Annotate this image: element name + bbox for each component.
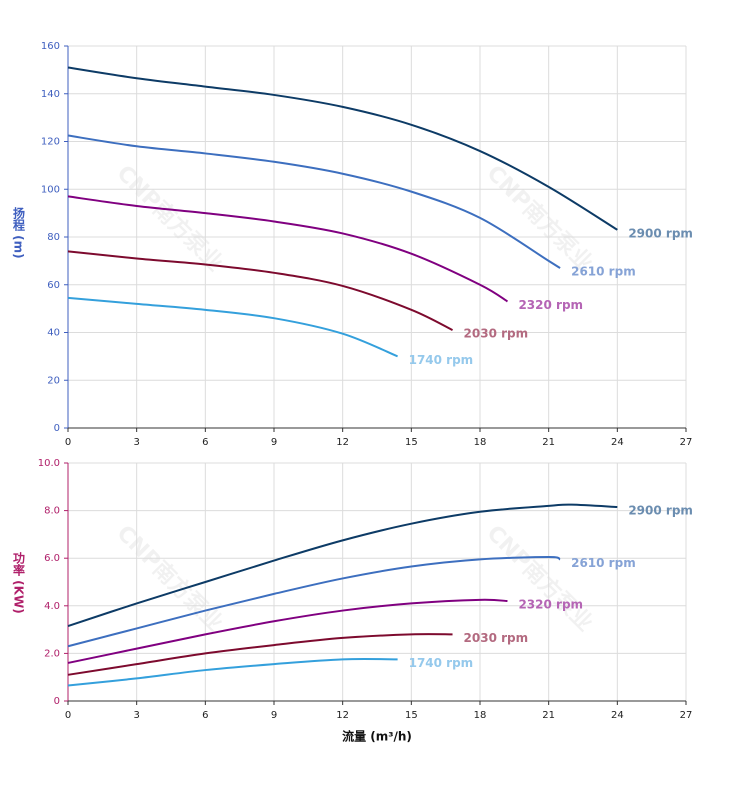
x-tick-label: 0 — [65, 437, 71, 448]
y-tick-label: 100 — [41, 184, 60, 195]
y-axis-title: 功率 (KW) — [12, 551, 26, 614]
y-tick-label: 160 — [41, 41, 60, 52]
curve — [67, 134, 561, 269]
y-tick-label: 8.0 — [44, 506, 60, 517]
watermark: CNP南方泵业 — [112, 160, 228, 276]
y-tick-label: 10.0 — [38, 458, 60, 469]
watermark: CNP南方泵业 — [482, 520, 598, 636]
series-label: 2610 rpm — [571, 556, 636, 570]
series-label: 2320 rpm — [518, 598, 583, 612]
x-tick-label: 3 — [133, 437, 139, 448]
x-tick-label: 6 — [202, 710, 208, 721]
x-tick-label: 27 — [680, 437, 693, 448]
curve — [67, 633, 453, 676]
curve — [67, 598, 508, 664]
y-tick-label: 4.0 — [44, 601, 60, 612]
x-tick-label: 27 — [680, 710, 693, 721]
x-tick-label: 3 — [133, 710, 139, 721]
curve — [67, 250, 453, 332]
curve — [67, 296, 398, 358]
y-tick-label: 120 — [41, 137, 60, 148]
x-tick-label: 21 — [542, 710, 555, 721]
curve — [67, 658, 398, 687]
y-tick-label: 6.0 — [44, 553, 60, 564]
x-tick-label: 12 — [336, 710, 349, 721]
x-tick-label: 15 — [405, 437, 418, 448]
series-label: 1740 rpm — [409, 656, 474, 670]
curve — [67, 66, 618, 231]
x-tick-label: 6 — [202, 437, 208, 448]
series-label: 1740 rpm — [409, 353, 474, 367]
x-tick-label: 12 — [336, 437, 349, 448]
curve — [67, 195, 508, 303]
x-tick-label: 15 — [405, 710, 418, 721]
y-tick-label: 40 — [47, 328, 60, 339]
series-label: 2030 rpm — [464, 327, 529, 341]
y-tick-label: 0 — [54, 696, 60, 707]
x-tick-label: 18 — [474, 710, 487, 721]
y-tick-label: 20 — [47, 375, 60, 386]
series-label: 2610 rpm — [571, 265, 636, 279]
y-tick-label: 80 — [47, 232, 60, 243]
x-tick-label: 18 — [474, 437, 487, 448]
x-tick-label: 9 — [271, 710, 277, 721]
y-tick-label: 2.0 — [44, 648, 60, 659]
y-tick-label: 0 — [54, 423, 60, 434]
y-tick-label: 140 — [41, 89, 60, 100]
x-tick-label: 9 — [271, 437, 277, 448]
series-label: 2320 rpm — [518, 298, 583, 312]
x-tick-label: 21 — [542, 437, 555, 448]
curve — [67, 503, 618, 627]
series-label: 2900 rpm — [628, 226, 693, 240]
y-axis-title: 扬程 (m) — [12, 206, 26, 259]
series-label: 2900 rpm — [628, 504, 693, 518]
y-tick-label: 60 — [47, 280, 60, 291]
x-tick-label: 24 — [611, 710, 624, 721]
x-tick-label: 0 — [65, 710, 71, 721]
watermark: CNP南方泵业 — [482, 160, 598, 276]
x-tick-label: 24 — [611, 437, 624, 448]
series-label: 2030 rpm — [464, 631, 529, 645]
curve — [67, 556, 561, 648]
x-axis-title: 流量 (m³/h) — [342, 729, 412, 744]
